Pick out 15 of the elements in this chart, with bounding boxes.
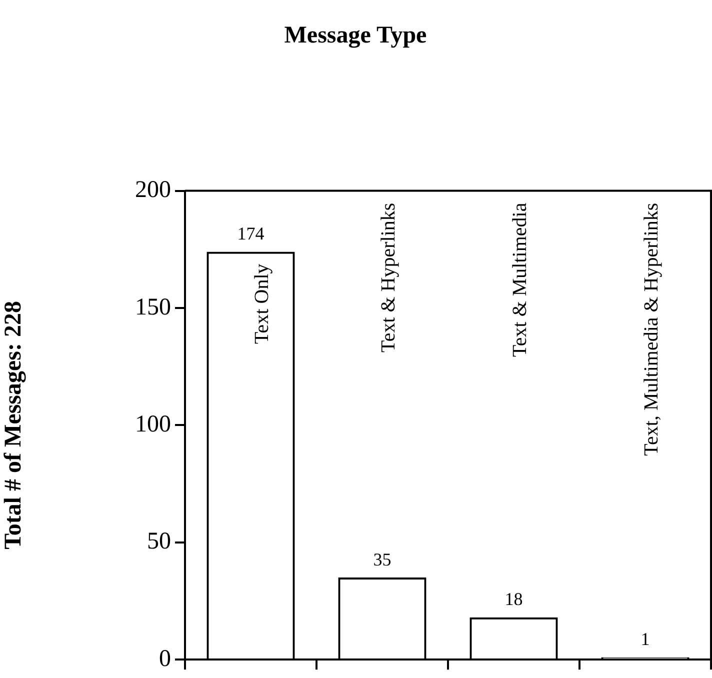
chart-title: Message Type: [284, 22, 428, 49]
y-tick-label: 200: [135, 177, 171, 204]
x-tick-label: Text & Hyperlinks: [378, 202, 400, 352]
x-tick-label: Text & Multimedia: [509, 202, 531, 357]
y-tick-label: 150: [135, 294, 171, 320]
data-label: 35: [373, 549, 392, 570]
y-tick-label: 0: [159, 646, 171, 672]
x-tick-label: Text Only: [251, 264, 273, 344]
y-tick-label: 100: [135, 411, 171, 438]
y-tick-label: 50: [147, 528, 171, 555]
x-tick-label: Text, Multimedia & Hyperlinks: [640, 202, 662, 456]
data-label: 1: [640, 628, 650, 649]
data-label: 174: [237, 223, 264, 244]
y-axis-title: Total # of Messages: 228: [0, 300, 27, 550]
data-label: 18: [504, 589, 523, 610]
